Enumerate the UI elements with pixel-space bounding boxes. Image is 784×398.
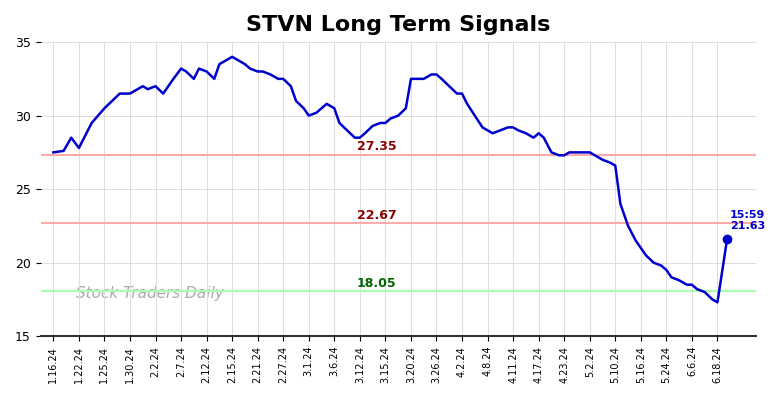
Text: 27.35: 27.35	[357, 140, 397, 153]
Text: Stock Traders Daily: Stock Traders Daily	[76, 286, 224, 301]
Text: 22.67: 22.67	[357, 209, 397, 222]
Text: 18.05: 18.05	[357, 277, 397, 290]
Title: STVN Long Term Signals: STVN Long Term Signals	[246, 15, 550, 35]
Text: 15:59
21.63: 15:59 21.63	[730, 210, 765, 231]
